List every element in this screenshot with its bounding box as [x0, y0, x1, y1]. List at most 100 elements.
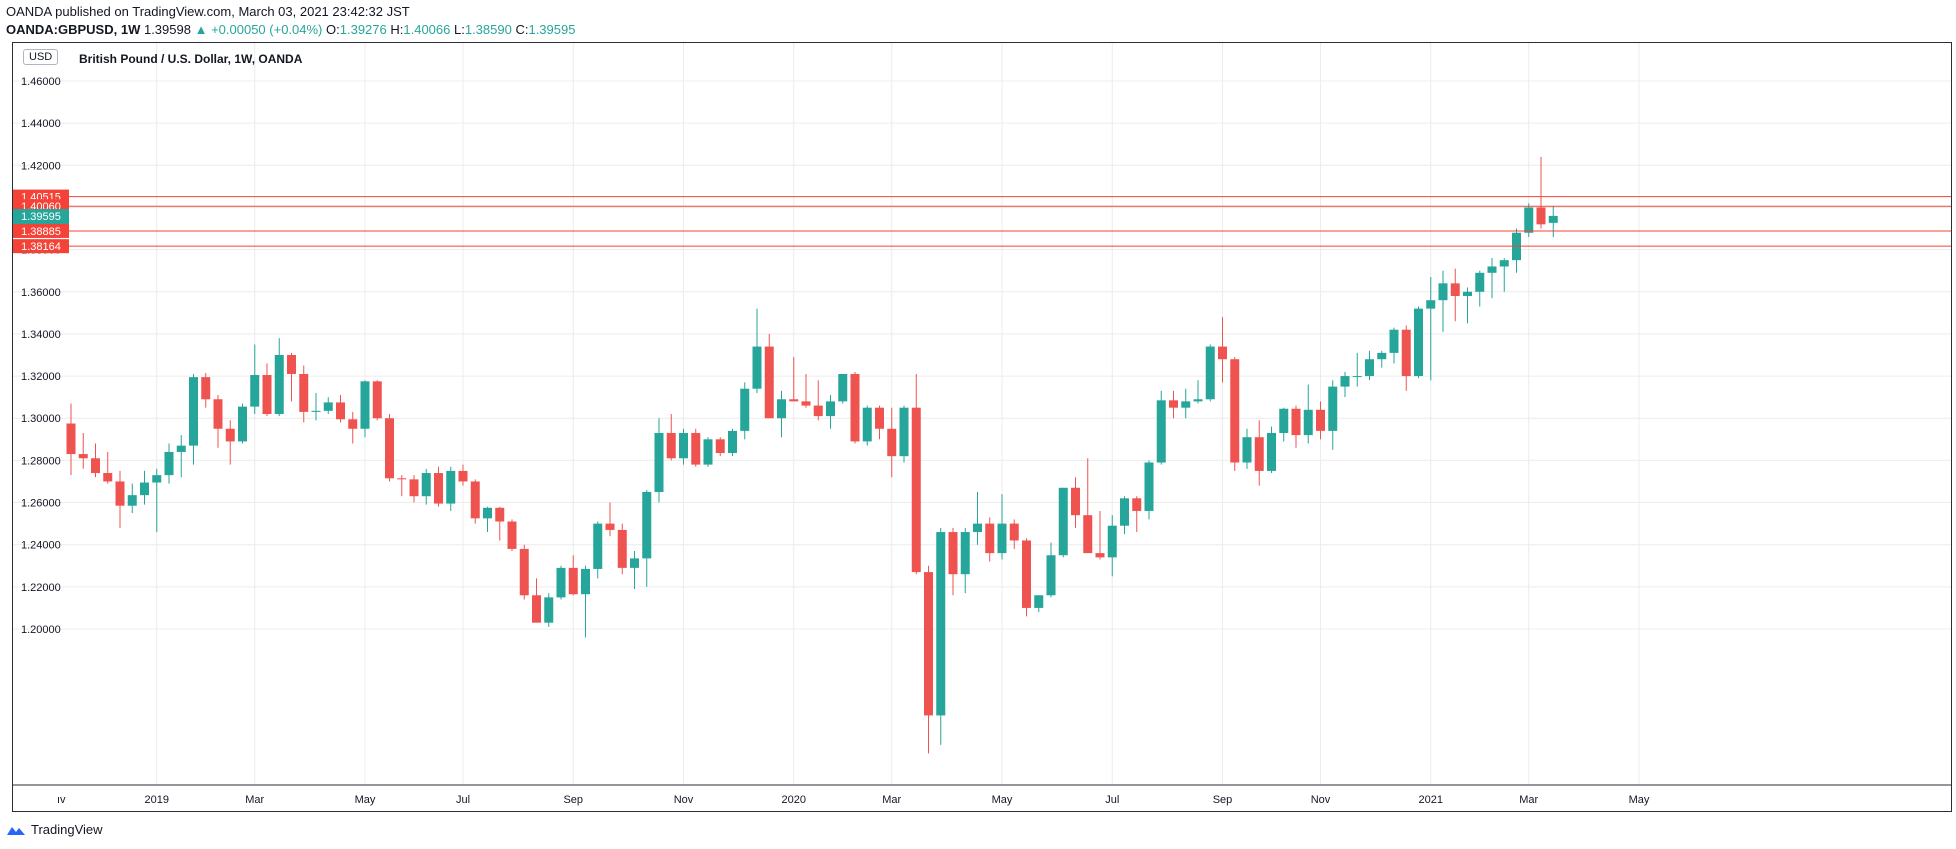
candle-body: [862, 407, 872, 442]
candle-body: [78, 454, 88, 459]
candle-body: [1242, 437, 1252, 463]
candle-body: [679, 432, 688, 459]
x-tick-label: 2020: [782, 794, 806, 806]
candle-body: [1536, 207, 1546, 225]
y-tick-label: 1.44000: [21, 118, 61, 130]
candle-body: [1181, 401, 1191, 408]
candle-body: [838, 373, 848, 402]
candle-body: [1267, 432, 1276, 471]
open-label: O:: [326, 22, 340, 37]
x-tick-label: May: [1629, 794, 1650, 806]
candle-body: [789, 399, 799, 402]
candle-body: [936, 532, 946, 716]
candle-body: [470, 481, 480, 519]
candle-body: [1524, 207, 1534, 233]
candle-body: [1107, 525, 1117, 558]
x-tick-label: Jul: [1105, 794, 1119, 806]
candle-body: [1095, 553, 1105, 558]
candle-body: [336, 402, 345, 420]
candle-body: [642, 492, 652, 559]
candle-body: [495, 507, 505, 522]
candle-body: [140, 482, 149, 496]
candle-body: [1414, 308, 1423, 377]
x-tick-label: ıv: [57, 794, 66, 806]
candle-body: [728, 430, 737, 454]
candle-body: [1450, 283, 1460, 296]
candle-body: [715, 439, 725, 454]
x-tick-label: 2021: [1419, 794, 1443, 806]
currency-badge[interactable]: USD: [23, 49, 59, 65]
candle-body: [911, 407, 921, 573]
candle-body: [1022, 540, 1031, 608]
candle-body: [1303, 409, 1313, 436]
chart-title: British Pound / U.S. Dollar, 1W, OANDA: [79, 52, 303, 66]
candle-body: [1254, 437, 1264, 471]
candle-body: [274, 355, 284, 415]
candle-body: [1083, 515, 1093, 554]
low-value: 1.38590: [464, 22, 512, 37]
x-tick-label: Sep: [563, 794, 583, 806]
x-tick-label: Mar: [245, 794, 264, 806]
candle-body: [593, 523, 603, 569]
candle-body: [1340, 376, 1350, 387]
symbol-legend: OANDA:GBPUSD, 1W 1.39598 ▲ +0.00050 (+0.…: [6, 22, 575, 37]
y-tick-label: 1.22000: [21, 582, 61, 594]
candle-body: [1316, 409, 1325, 431]
candle-body: [617, 529, 627, 568]
candle-body: [421, 473, 431, 497]
footer-brand[interactable]: TradingView: [6, 822, 103, 837]
candle-body: [287, 355, 296, 374]
candle-body: [813, 405, 823, 417]
candle-body: [691, 432, 701, 465]
candle-body: [1475, 272, 1485, 292]
y-tick-label: 1.46000: [21, 76, 61, 88]
candle-body: [348, 419, 358, 429]
candle-body: [997, 523, 1007, 554]
candle-body: [397, 478, 407, 480]
x-tick-label: 2019: [145, 794, 169, 806]
candle-body: [1218, 346, 1227, 360]
close-value: 1.39595: [528, 22, 576, 37]
candle-body: [899, 407, 909, 457]
candlestick-chart[interactable]: 1.460001.440001.420001.400001.380001.360…: [13, 43, 1952, 812]
y-tick-label: 1.28000: [21, 455, 61, 467]
candle-body: [764, 346, 774, 419]
price-label-text: 1.39595: [21, 211, 61, 223]
brand-name: TradingView: [31, 822, 103, 837]
candle-body: [1034, 595, 1044, 608]
candle-body: [446, 470, 456, 504]
candle-body: [887, 428, 897, 457]
candle-body: [176, 445, 186, 452]
candle-body: [299, 373, 309, 412]
candle-body: [372, 381, 382, 419]
candle-body: [826, 401, 835, 417]
candle-body: [434, 473, 443, 504]
candle-body: [1120, 498, 1129, 526]
candle-body: [654, 432, 664, 492]
candle-body: [850, 373, 860, 442]
last-price: 1.39598: [143, 22, 191, 37]
candle-body: [311, 410, 321, 412]
candle-body: [360, 381, 370, 429]
candle-body: [1169, 400, 1178, 408]
candle-body: [924, 572, 933, 716]
candle-body: [801, 401, 811, 406]
candle-body: [127, 495, 137, 506]
x-tick-label: Nov: [1311, 794, 1331, 806]
candle-body: [777, 399, 786, 419]
candle-body: [752, 346, 762, 389]
candle-body: [262, 375, 272, 415]
candle-body: [1438, 283, 1448, 301]
candle-body: [1401, 329, 1411, 377]
candle-body: [238, 406, 247, 442]
tradingview-logo-icon: [7, 826, 25, 835]
y-tick-label: 1.30000: [21, 413, 61, 425]
x-tick-label: May: [355, 794, 376, 806]
chart-area[interactable]: 1.460001.440001.420001.400001.380001.360…: [12, 42, 1952, 812]
candle-body: [1144, 462, 1154, 511]
candle-body: [91, 458, 100, 474]
candle-body: [1548, 215, 1558, 223]
x-tick-label: May: [992, 794, 1013, 806]
symbol-name: OANDA:GBPUSD, 1W: [6, 22, 141, 37]
candle-body: [1463, 291, 1472, 296]
